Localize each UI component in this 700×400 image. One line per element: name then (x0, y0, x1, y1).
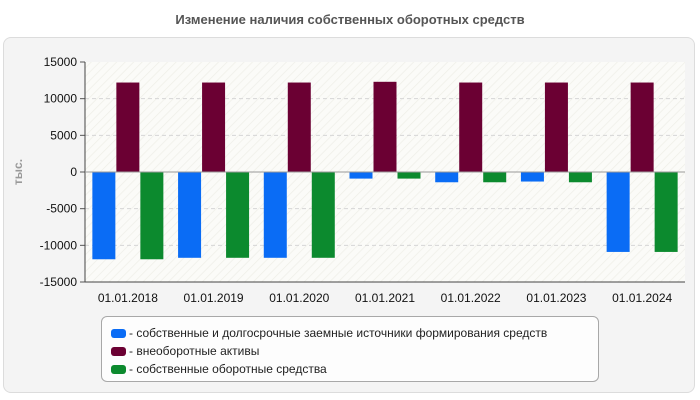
x-tick-label: 01.01.2024 (612, 291, 672, 305)
legend-label: - собственные оборотные средства (129, 362, 327, 376)
y-tick-label: 5000 (50, 128, 77, 142)
bar (116, 82, 140, 172)
bar (606, 172, 630, 252)
bar (397, 172, 421, 179)
bar (568, 172, 592, 183)
y-tick-label: 10000 (44, 92, 78, 106)
chart-legend: - собственные и долгосрочные заемные ист… (101, 316, 599, 382)
legend-item: - внеоборотные активы (102, 342, 598, 360)
legend-swatch (111, 346, 126, 356)
bar (544, 82, 568, 172)
y-tick-label: -5000 (46, 202, 77, 216)
bar (311, 172, 335, 258)
x-tick-label: 01.01.2018 (98, 291, 158, 305)
legend-item: - собственные оборотные средства (102, 360, 598, 378)
bar (202, 82, 226, 172)
bar (226, 172, 250, 258)
bar (435, 172, 459, 183)
bar (349, 172, 373, 179)
y-tick-label: -10000 (40, 238, 78, 252)
legend-item: - собственные и долгосрочные заемные ист… (102, 324, 598, 342)
y-tick-label: 0 (70, 165, 77, 179)
bar (630, 82, 654, 172)
y-axis-label: тыс. (11, 159, 25, 185)
bar (520, 172, 544, 182)
legend-label: - внеоборотные активы (129, 344, 260, 358)
bar (287, 82, 311, 172)
x-tick-label: 01.01.2023 (526, 291, 586, 305)
bar (178, 172, 202, 258)
legend-label: - собственные и долгосрочные заемные ист… (129, 326, 548, 340)
legend-swatch (111, 328, 126, 338)
bar (654, 172, 678, 252)
bar (459, 82, 483, 172)
bar (483, 172, 507, 183)
chart-title: Изменение наличия собственных оборотных … (175, 12, 525, 27)
y-tick-label: 15000 (44, 55, 78, 69)
bar (373, 81, 397, 172)
x-tick-label: 01.01.2021 (355, 291, 415, 305)
legend-swatch (111, 364, 126, 374)
x-tick-label: 01.01.2020 (269, 291, 329, 305)
x-tick-label: 01.01.2019 (184, 291, 244, 305)
x-tick-label: 01.01.2022 (441, 291, 501, 305)
bar (92, 172, 116, 260)
bar (263, 172, 287, 258)
y-tick-label: -15000 (40, 275, 78, 289)
bar (140, 172, 164, 260)
